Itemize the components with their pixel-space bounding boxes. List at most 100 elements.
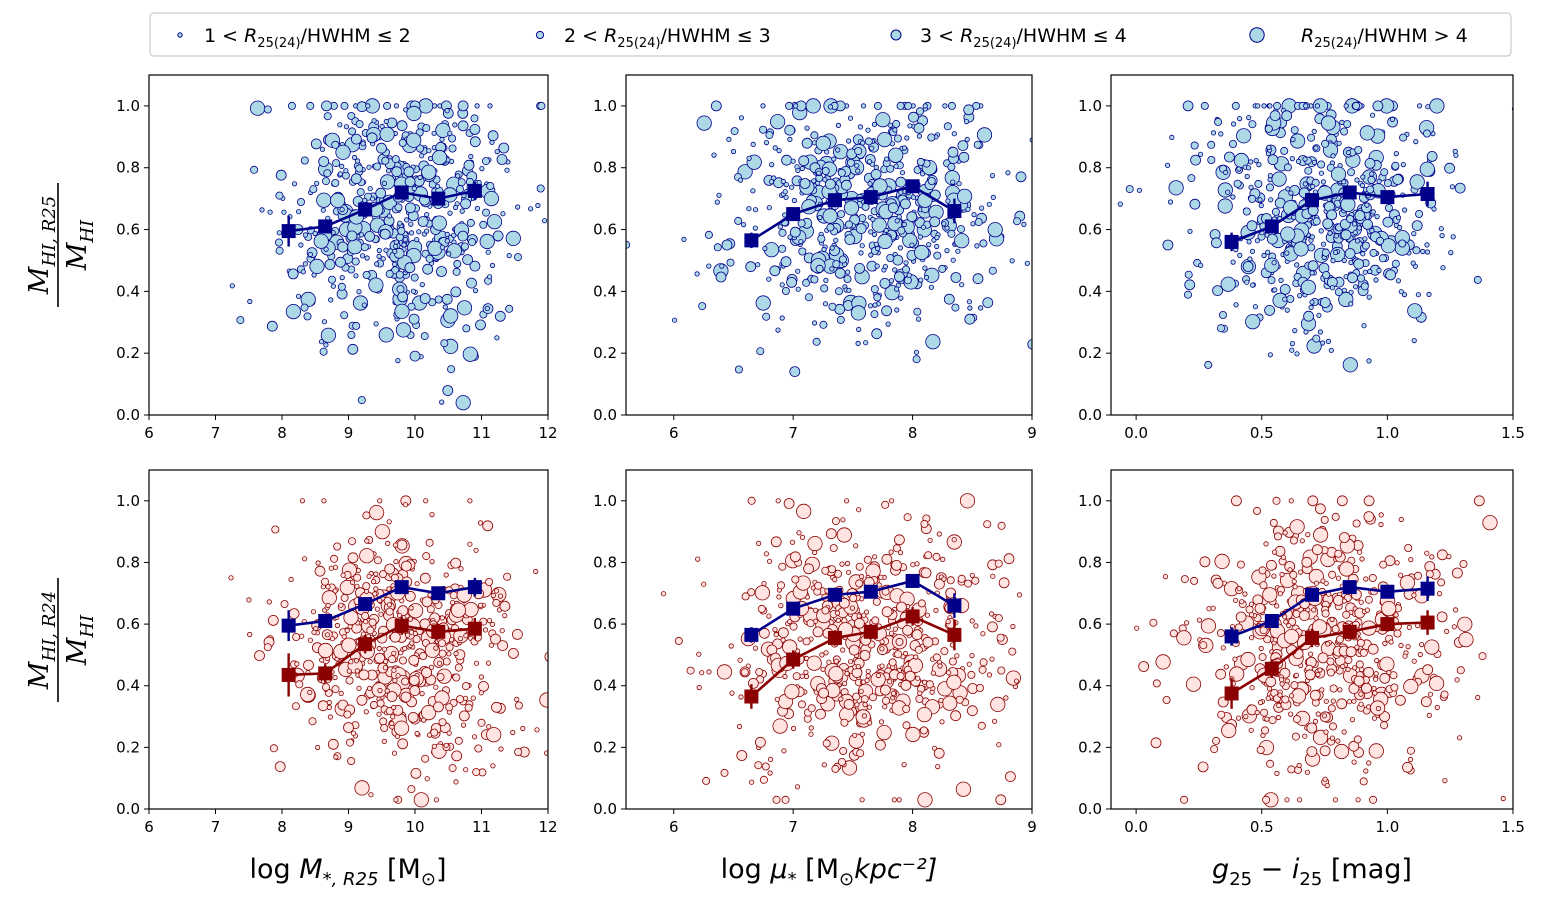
scatter-point — [1266, 559, 1277, 571]
scatter-point — [855, 663, 861, 670]
x-tick-label: 6 — [144, 424, 154, 442]
scatter-point — [427, 240, 443, 256]
scatter-point — [826, 223, 835, 232]
scatter-point — [1393, 151, 1399, 157]
scatter-point — [1449, 184, 1456, 190]
scatter-point — [1318, 170, 1325, 176]
scatter-point — [1289, 347, 1295, 353]
scatter-point — [310, 609, 317, 615]
scatter-point — [383, 101, 392, 110]
y-tick-label: 0.6 — [116, 221, 140, 239]
scatter-point — [433, 684, 439, 690]
scatter-point — [1239, 599, 1245, 605]
scatter-point — [514, 204, 521, 210]
scatter-point — [460, 198, 472, 210]
scatter-point — [827, 104, 834, 110]
scatter-point — [392, 248, 398, 254]
scatter-point — [551, 672, 555, 676]
scatter-point — [831, 764, 840, 773]
scatter-point — [1336, 635, 1345, 644]
x-tick-label: 11 — [472, 818, 491, 836]
scatter-point — [364, 538, 370, 544]
scatter-point — [888, 147, 904, 163]
scatter-point — [330, 554, 339, 563]
scatter-point — [316, 192, 332, 208]
scatter-point — [1267, 233, 1278, 245]
scatter-point — [356, 694, 368, 706]
scatter-point — [1391, 259, 1400, 268]
scatter-point — [456, 695, 465, 704]
scatter-point — [763, 551, 770, 557]
scatter-point — [1436, 590, 1443, 597]
scatter-point — [384, 563, 396, 575]
scatter-point — [1162, 696, 1171, 705]
scatter-point — [1340, 196, 1356, 213]
series-point — [467, 580, 482, 595]
scatter-point — [941, 576, 947, 582]
scatter-point — [1399, 575, 1416, 591]
scatter-point — [497, 593, 504, 599]
scatter-point — [452, 204, 459, 211]
scatter-point — [854, 262, 865, 274]
series-point — [827, 193, 842, 208]
scatter-point — [490, 763, 496, 769]
scatter-point — [911, 629, 923, 641]
legend-suffix: /HWHM > 4 — [1357, 25, 1467, 47]
scatter-point — [777, 224, 783, 230]
series-red-trend — [1224, 610, 1435, 709]
scatter-point — [1261, 726, 1270, 735]
scatter-point — [936, 531, 942, 537]
scatter-point — [1235, 611, 1247, 623]
scatter-point — [362, 582, 371, 591]
x-label-post-sub: ⊙ — [421, 869, 436, 890]
scatter-point — [445, 643, 454, 652]
scatter-point — [348, 537, 357, 546]
scatter-point — [844, 560, 851, 567]
scatter-point — [302, 261, 308, 267]
scatter-point — [1362, 269, 1368, 275]
scatter-point — [1403, 678, 1419, 695]
scatter-point — [841, 680, 848, 687]
scatter-point — [380, 724, 389, 733]
scatter-point — [1364, 157, 1376, 169]
scatter-point — [1448, 250, 1454, 256]
scatter-point — [320, 327, 336, 343]
scatter-point — [971, 576, 980, 585]
scatter-point — [473, 547, 479, 553]
scatter-point — [1347, 272, 1358, 284]
scatter-point — [858, 250, 864, 256]
scatter-point — [396, 285, 405, 294]
scatter-point — [1262, 795, 1271, 804]
scatter-point — [489, 262, 496, 269]
scatter-point — [1354, 177, 1360, 183]
scatter-point — [494, 149, 500, 155]
scatter-point — [499, 628, 505, 634]
scatter-point — [1363, 768, 1369, 774]
scatter-point — [1348, 289, 1354, 295]
scatter-point — [1459, 560, 1468, 569]
scatter-point — [335, 144, 351, 160]
scatter-point — [910, 562, 916, 568]
scatter-point — [1322, 270, 1331, 279]
scatter-point — [340, 101, 349, 110]
scatter-point — [416, 229, 422, 235]
scatter-point — [391, 650, 397, 656]
scatter-point — [444, 108, 450, 114]
scatter-point — [1307, 260, 1319, 272]
scatter-point — [431, 149, 448, 166]
legend-label: 3 < R25(24)/HWHM ≤ 4 — [920, 25, 1127, 51]
scatter-point — [894, 307, 900, 313]
scatter-point — [366, 164, 372, 170]
scatter-point — [1437, 578, 1446, 587]
scatter-point — [1309, 689, 1321, 701]
scatter-point — [1223, 664, 1229, 670]
scatter-point — [892, 127, 898, 133]
scatter-point — [873, 101, 882, 110]
scatter-point — [821, 566, 830, 575]
scatter-point — [897, 245, 904, 251]
x-tick-label: 9 — [1027, 818, 1037, 836]
scatter-point — [686, 666, 695, 675]
scatter-point — [888, 278, 895, 284]
scatter-point — [343, 168, 349, 174]
